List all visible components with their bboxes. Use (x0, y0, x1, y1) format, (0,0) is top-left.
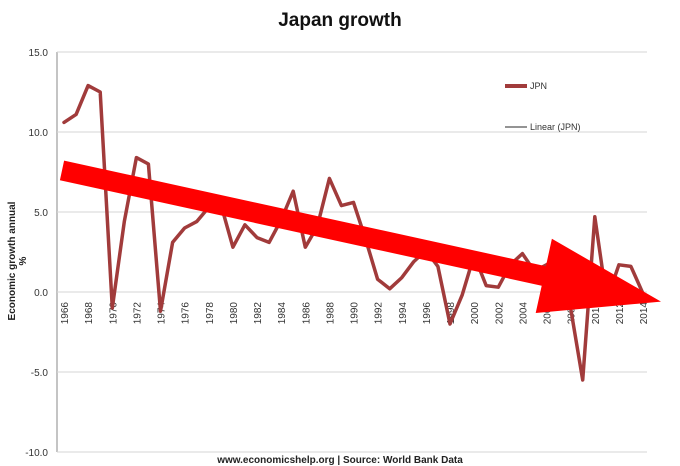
x-tick-label: 2014 (639, 302, 650, 325)
x-tick-labels: 1966 1968 1970 1972 1974 1976 1978 1980 1982 1984… (60, 302, 650, 325)
trend-arrow-shape (59, 160, 661, 313)
x-tick-label: 1982 (253, 302, 264, 325)
y-tick-label: 5.0 (34, 208, 48, 219)
x-tick-label: 1976 (181, 302, 192, 325)
x-tick-label: 1992 (374, 302, 385, 325)
x-tick-label: 2010 (591, 302, 602, 325)
y-tick-label: -5.0 (31, 368, 49, 379)
x-tick-label: 1990 (350, 302, 361, 325)
x-tick-label: 1984 (277, 302, 288, 325)
x-tick-label: 1998 (446, 302, 457, 325)
y-tick-label: -10.0 (25, 448, 48, 459)
x-tick-label: 2004 (518, 302, 529, 325)
y-tick-label: 0.0 (34, 288, 48, 299)
x-tick-label: 1994 (398, 302, 409, 325)
x-tick-label: 1978 (205, 302, 216, 325)
legend: JPN Linear (JPN) (505, 81, 581, 132)
x-tick-label: 1966 (60, 302, 71, 325)
x-tick-label: 2006 (543, 302, 554, 325)
x-tick-label: 2000 (470, 302, 481, 325)
trend-arrow (59, 160, 661, 313)
legend-label-jpn: JPN (530, 81, 547, 91)
x-tick-label: 1974 (157, 302, 168, 325)
x-tick-label: 1968 (84, 302, 95, 325)
legend-label-linear: Linear (JPN) (530, 122, 581, 132)
x-tick-label: 1986 (301, 302, 312, 325)
y-tick-label: 10.0 (29, 128, 49, 139)
x-tick-label: 2012 (615, 302, 626, 325)
x-tick-label: 1972 (132, 302, 143, 325)
y-tick-labels: 15.0 10.0 5.0 0.0 -5.0 -10.0 (25, 48, 48, 459)
x-tick-label: 2002 (494, 302, 505, 325)
x-tick-label: 1970 (108, 302, 119, 325)
y-tick-label: 15.0 (29, 48, 49, 59)
x-tick-label: 1988 (325, 302, 336, 325)
source-caption: www.economicshelp.org | Source: World Ba… (217, 455, 463, 466)
x-tick-label: 1996 (422, 302, 433, 325)
x-tick-label: 1980 (229, 302, 240, 325)
chart-title: Japan growth (278, 10, 402, 31)
